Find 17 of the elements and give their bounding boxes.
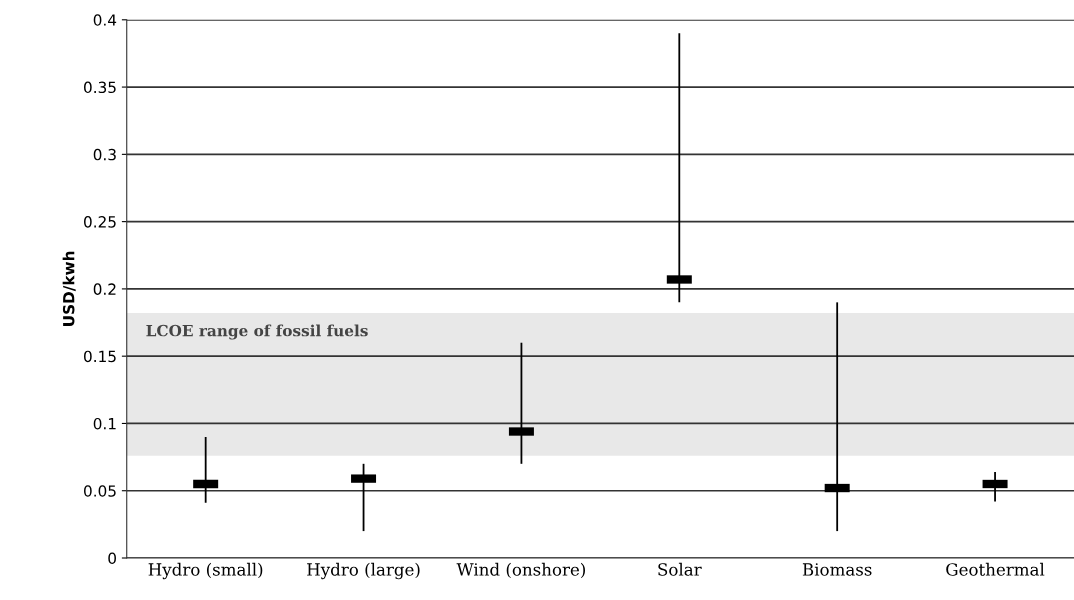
x-tick-label: Hydro (small) — [148, 562, 263, 580]
y-tick-label: 0.05 — [84, 485, 116, 497]
y-tick-label: 0.3 — [93, 148, 116, 161]
x-tick-label: Hydro (large) — [307, 562, 420, 580]
y-axis-title: USD/kwh — [62, 251, 76, 326]
x-tick-label: Solar — [658, 562, 702, 576]
x-tick-label: Geothermal — [946, 562, 1045, 576]
y-tick-label: 0.1 — [93, 417, 116, 430]
x-tick-label: Wind (onshore) — [456, 562, 586, 579]
y-tick-label: 0.35 — [84, 81, 116, 94]
y-tick-label: 0.4 — [93, 14, 117, 26]
y-tick-label: 0.25 — [84, 216, 116, 228]
y-tick-label: 0.15 — [84, 350, 116, 363]
y-tick-label: 0.2 — [93, 283, 116, 295]
x-tick-label: Biomass — [802, 563, 872, 576]
band-label: LCOE range of fossil fuels — [146, 324, 368, 340]
y-tick-label: 0 — [108, 552, 116, 565]
